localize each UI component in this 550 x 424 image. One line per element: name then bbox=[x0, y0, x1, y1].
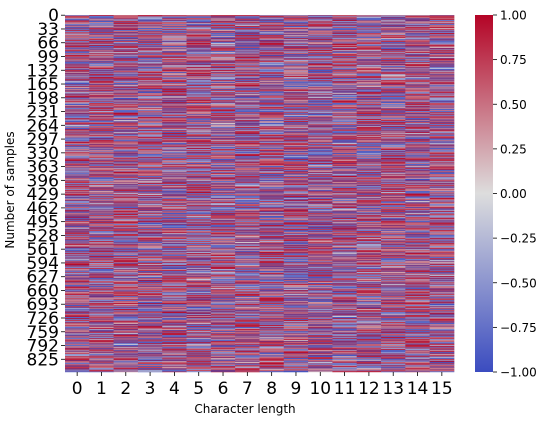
heatmap-column-0 bbox=[65, 15, 90, 372]
heatmap-column-4 bbox=[162, 15, 187, 372]
heatmap-column-1 bbox=[89, 15, 114, 372]
heatmap-column-5 bbox=[187, 15, 212, 372]
heatmap-cells bbox=[65, 15, 454, 372]
heatmap-column-2 bbox=[114, 15, 139, 372]
heatmap-column-3 bbox=[138, 15, 163, 372]
